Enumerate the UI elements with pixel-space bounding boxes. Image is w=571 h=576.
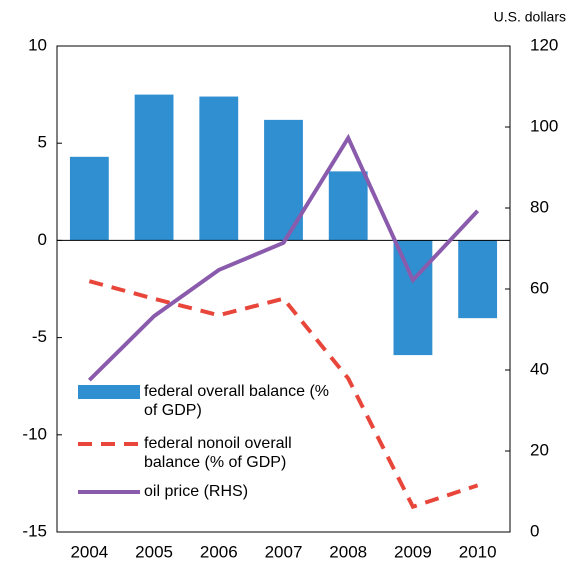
bar	[199, 96, 239, 241]
x-tick-label: 2004	[70, 542, 108, 561]
legend-label: federal nonoil overall balance (% of GDP…	[144, 435, 292, 471]
x-tick-label: 2006	[200, 542, 238, 561]
y-tick-label: -10	[22, 424, 47, 443]
y2-tick-label: 120	[530, 35, 558, 54]
y-tick-label: 0	[38, 230, 47, 249]
legend-label: federal overall balance (% of GDP)	[144, 383, 329, 419]
y2-tick-label: 40	[530, 359, 549, 378]
y2-tick-label: 20	[530, 440, 549, 459]
line	[87, 133, 480, 382]
y-tick-label: -15	[22, 521, 47, 540]
y2-tick-label: 0	[530, 521, 539, 540]
y2-tick-label: 80	[530, 197, 549, 216]
y2-tick-label: 60	[530, 278, 549, 297]
y2-tick-label: 100	[530, 116, 558, 135]
y-tick-label: -5	[32, 327, 47, 346]
x-tick-label: 2010	[459, 542, 497, 561]
bar	[393, 240, 433, 356]
x-tick-label: 2009	[394, 542, 432, 561]
bar	[458, 240, 498, 319]
bar	[328, 171, 368, 241]
bar	[134, 94, 174, 241]
bar	[69, 156, 109, 241]
line	[88, 279, 479, 510]
y2-axis-label: U.S. dollars	[494, 9, 566, 25]
x-tick-label: 2005	[135, 542, 173, 561]
x-tick-label: 2008	[329, 542, 367, 561]
y-tick-label: 10	[28, 35, 47, 54]
x-tick-label: 2007	[265, 542, 303, 561]
y-tick-label: 5	[38, 133, 47, 152]
legend-label: oil price (RHS)	[144, 483, 249, 500]
legend-swatch	[78, 385, 140, 399]
